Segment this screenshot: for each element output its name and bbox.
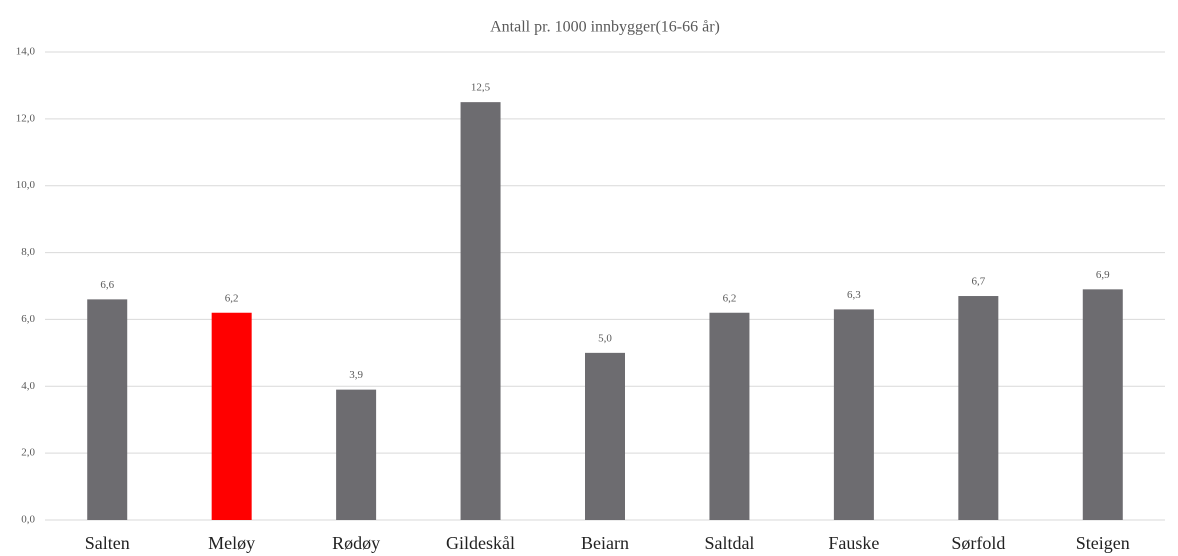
y-tick-label: 6,0 <box>21 313 35 325</box>
y-tick-label: 14,0 <box>16 46 36 58</box>
data-label: 12,5 <box>471 82 491 94</box>
y-tick-label: 4,0 <box>21 380 35 392</box>
data-label: 6,2 <box>723 292 737 304</box>
bar <box>87 299 128 520</box>
bar <box>585 352 625 520</box>
x-tick-label: Sørfold <box>951 533 1005 553</box>
y-tick-label: 12,0 <box>16 112 36 124</box>
y-tick-label: 10,0 <box>16 179 36 191</box>
bar <box>833 309 874 520</box>
data-label: 6,6 <box>100 279 114 291</box>
data-label: 3,9 <box>349 369 363 381</box>
data-label: 6,3 <box>847 289 861 301</box>
x-tick-label: Beiarn <box>581 533 629 553</box>
bar <box>460 102 501 521</box>
data-label: 6,7 <box>971 276 985 288</box>
y-tick-label: 8,0 <box>21 246 35 258</box>
bar <box>211 312 252 520</box>
x-tick-label: Salten <box>85 533 130 553</box>
x-tick-label: Steigen <box>1076 533 1130 553</box>
bar <box>1082 289 1123 520</box>
bar <box>958 296 999 520</box>
x-tick-label: Fauske <box>828 533 879 553</box>
y-tick-label: 2,0 <box>21 447 35 459</box>
x-tick-label: Saltdal <box>704 533 754 553</box>
data-label: 5,0 <box>598 332 612 344</box>
y-tick-label: 0,0 <box>21 514 35 526</box>
x-tick-label: Rødøy <box>332 533 380 553</box>
bar <box>709 312 750 520</box>
data-label: 6,2 <box>225 292 239 304</box>
x-tick-label: Gildeskål <box>446 533 515 553</box>
bar <box>336 389 377 520</box>
x-tick-label: Meløy <box>208 533 255 553</box>
data-label: 6,9 <box>1096 269 1110 281</box>
chart-title: Antall pr. 1000 innbygger(16-66 år) <box>490 19 720 36</box>
